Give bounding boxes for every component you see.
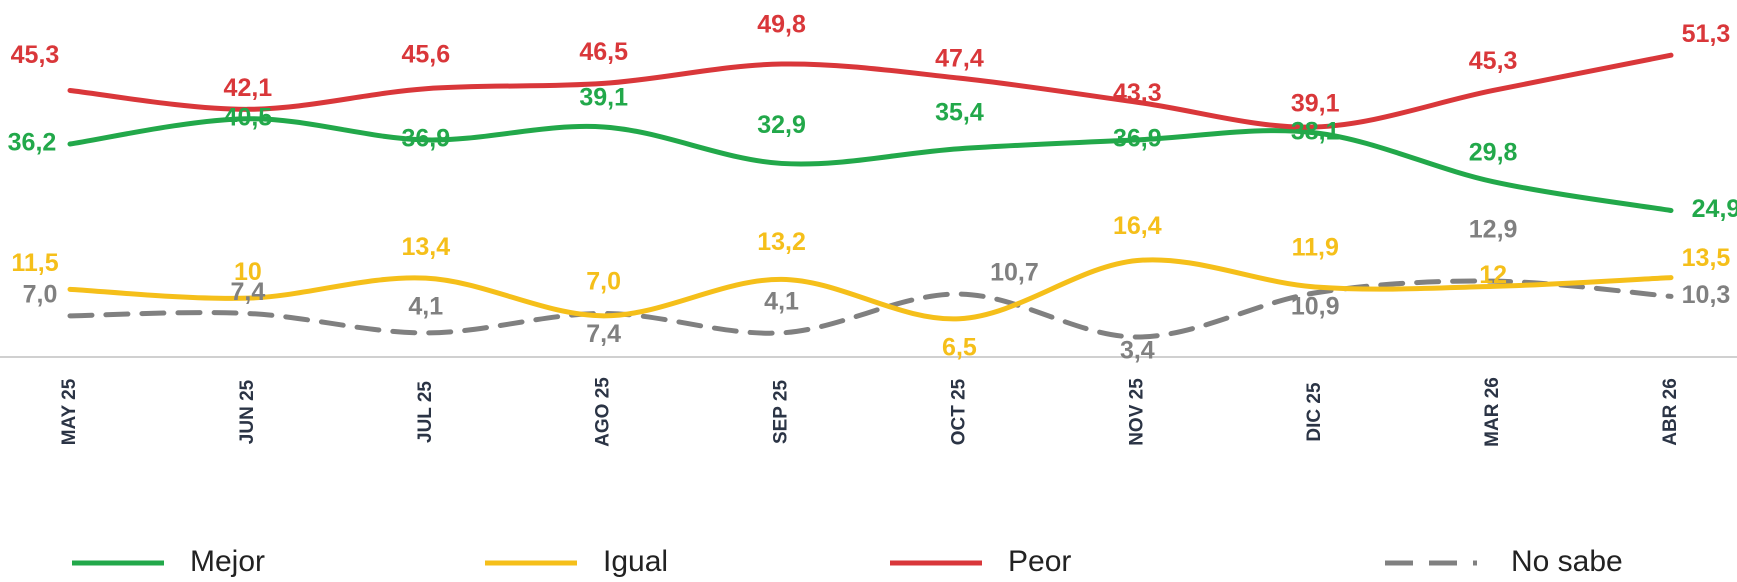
series-line [67,257,1674,322]
data-label: 43,3 [1113,79,1162,107]
data-label: 39,1 [579,84,628,112]
data-label: 38,1 [1291,117,1340,145]
data-label: 13,2 [757,228,806,256]
data-label: 4,1 [764,287,799,315]
data-label: 45,3 [1469,47,1518,75]
data-label: 6,5 [942,333,977,361]
x-tick-label: NOV 25 [1126,378,1147,446]
data-label: 11,5 [11,249,58,277]
series-line [67,278,1674,340]
legend-label: Igual [603,545,668,578]
data-label: 4,1 [408,292,443,320]
x-tick-label: JUL 25 [415,381,436,443]
data-label: 39,1 [1291,90,1340,118]
data-label: 10,3 [1682,281,1731,309]
x-tick-label: OCT 25 [948,378,969,445]
data-label: 51,3 [1682,20,1731,48]
data-label: 46,5 [579,38,628,66]
data-label: 35,4 [935,98,984,126]
legend-item: No sabe [1385,545,1623,578]
data-label: 47,4 [935,45,984,73]
series-line [67,116,1674,214]
legend-label: No sabe [1511,545,1623,578]
data-label: 16,4 [1113,212,1162,240]
data-label: 49,8 [757,11,806,39]
x-tick-label: JUN 25 [237,379,258,444]
data-label: 45,6 [401,40,450,68]
legend-item: Mejor [72,545,265,578]
x-tick-label: SEP 25 [771,380,792,445]
data-label: 32,9 [757,111,806,139]
data-label: 10 [234,258,262,286]
legend-label: Peor [1008,545,1071,578]
data-label: 45,3 [11,41,60,69]
data-label: 36,9 [1113,125,1162,153]
data-label: 42,1 [224,74,273,102]
data-label: 10,9 [1291,292,1340,320]
data-label: 36,2 [8,129,57,157]
legend-item: Igual [485,545,668,578]
x-tick-label: AGO 25 [593,377,614,447]
data-label: 7,0 [586,267,621,295]
x-tick-label: MAY 25 [59,378,80,445]
data-label: 7,4 [586,320,621,348]
data-label: 13,5 [1682,244,1731,272]
legend-item: Peor [890,545,1071,578]
data-label: 11,9 [1292,234,1339,262]
data-label: 36,9 [401,125,450,153]
x-tick-label: ABR 26 [1660,378,1681,446]
data-label: 7,0 [23,280,58,308]
data-label: 24,9 [1692,195,1737,223]
data-label: 10,7 [990,259,1039,287]
data-label: 12 [1479,261,1507,289]
data-label: 7,4 [231,278,266,306]
x-tick-label: MAR 26 [1482,377,1503,447]
data-label: 3,4 [1120,337,1155,365]
x-tick-label: DIC 25 [1304,382,1325,442]
data-label: 13,4 [401,233,450,261]
data-label: 29,8 [1469,138,1518,166]
data-label: 40,5 [224,103,273,131]
series-line [67,52,1674,130]
legend-label: Mejor [190,545,265,578]
data-label: 12,9 [1469,216,1518,244]
